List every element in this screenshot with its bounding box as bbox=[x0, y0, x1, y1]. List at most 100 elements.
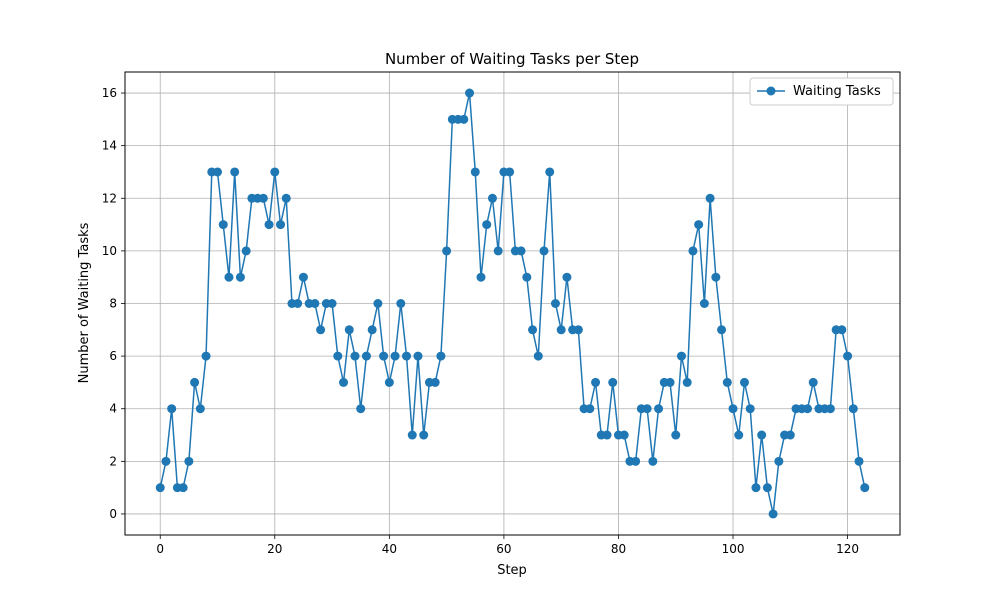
y-tick-label: 6 bbox=[109, 349, 117, 363]
y-tick-label: 14 bbox=[102, 139, 117, 153]
data-point bbox=[505, 167, 515, 177]
y-tick-label: 10 bbox=[102, 244, 117, 258]
data-point bbox=[361, 351, 371, 361]
data-point bbox=[860, 483, 870, 493]
x-tick-label: 100 bbox=[722, 542, 745, 556]
y-tick-label: 4 bbox=[109, 402, 117, 416]
data-point bbox=[837, 325, 847, 335]
data-point bbox=[728, 404, 738, 414]
data-point bbox=[671, 430, 681, 440]
data-point bbox=[276, 220, 286, 230]
data-point bbox=[676, 351, 686, 361]
data-point bbox=[705, 193, 715, 203]
chart-title: Number of Waiting Tasks per Step bbox=[385, 50, 639, 68]
data-point bbox=[281, 193, 291, 203]
data-point bbox=[487, 193, 497, 203]
data-point bbox=[264, 220, 274, 230]
data-point bbox=[344, 325, 354, 335]
data-point bbox=[591, 377, 601, 387]
data-point bbox=[762, 483, 772, 493]
data-point bbox=[757, 430, 767, 440]
data-point bbox=[465, 88, 475, 98]
data-point bbox=[602, 430, 612, 440]
data-point bbox=[167, 404, 177, 414]
x-tick-label: 0 bbox=[156, 542, 164, 556]
data-point bbox=[768, 509, 778, 519]
data-point bbox=[230, 167, 240, 177]
data-point bbox=[556, 325, 566, 335]
data-point bbox=[539, 246, 549, 256]
series-waiting-tasks bbox=[155, 88, 870, 519]
data-point bbox=[241, 246, 251, 256]
series-line bbox=[159, 92, 866, 515]
data-point bbox=[573, 325, 583, 335]
data-point bbox=[442, 246, 452, 256]
data-point bbox=[711, 272, 721, 282]
data-point bbox=[155, 483, 165, 493]
x-tick-label: 40 bbox=[382, 542, 397, 556]
data-point bbox=[654, 404, 664, 414]
data-point bbox=[482, 220, 492, 230]
data-point bbox=[430, 377, 440, 387]
data-point bbox=[739, 377, 749, 387]
data-point bbox=[367, 325, 377, 335]
data-point bbox=[734, 430, 744, 440]
data-point bbox=[550, 299, 560, 308]
x-tick-label: 120 bbox=[836, 542, 859, 556]
data-point bbox=[516, 246, 526, 256]
data-point bbox=[258, 193, 268, 203]
data-point bbox=[218, 220, 228, 230]
data-point bbox=[608, 377, 618, 387]
data-point bbox=[190, 377, 200, 387]
data-point bbox=[390, 351, 400, 361]
data-point bbox=[545, 167, 555, 177]
data-point bbox=[825, 404, 835, 414]
data-point bbox=[682, 377, 692, 387]
data-point bbox=[339, 377, 349, 387]
data-point bbox=[213, 167, 223, 177]
data-point bbox=[270, 167, 280, 177]
data-point bbox=[356, 404, 366, 414]
data-point bbox=[648, 456, 658, 466]
data-point bbox=[843, 351, 853, 361]
data-point bbox=[694, 220, 704, 230]
data-point bbox=[665, 377, 675, 387]
data-point bbox=[316, 325, 326, 335]
x-tick-label: 60 bbox=[496, 542, 511, 556]
data-point bbox=[327, 299, 337, 308]
legend: Waiting Tasks bbox=[749, 77, 894, 106]
data-point bbox=[802, 404, 812, 414]
legend-box bbox=[749, 77, 894, 106]
data-point bbox=[688, 246, 698, 256]
plot-area bbox=[124, 71, 901, 536]
y-tick-label: 12 bbox=[102, 191, 117, 205]
data-point bbox=[476, 272, 486, 282]
data-point bbox=[224, 272, 234, 282]
data-point bbox=[436, 351, 446, 361]
grid bbox=[125, 72, 900, 535]
y-tick-label: 0 bbox=[109, 507, 117, 521]
data-point bbox=[522, 272, 532, 282]
data-point bbox=[396, 299, 406, 308]
data-point bbox=[373, 299, 383, 308]
data-point bbox=[184, 456, 194, 466]
y-tick-label: 16 bbox=[102, 86, 117, 100]
x-tick-label: 20 bbox=[267, 542, 282, 556]
data-point bbox=[808, 377, 818, 387]
data-point bbox=[470, 167, 480, 177]
data-point bbox=[333, 351, 343, 361]
y-axis-label: Number of Waiting Tasks bbox=[77, 222, 92, 383]
data-point bbox=[493, 246, 503, 256]
data-point bbox=[407, 430, 417, 440]
data-point bbox=[585, 404, 595, 414]
data-point bbox=[413, 351, 423, 361]
data-point bbox=[631, 456, 641, 466]
data-point bbox=[722, 377, 732, 387]
data-point bbox=[195, 404, 205, 414]
data-point bbox=[619, 430, 629, 440]
data-point bbox=[161, 456, 171, 466]
data-point bbox=[419, 430, 429, 440]
data-point bbox=[384, 377, 394, 387]
data-point bbox=[848, 404, 858, 414]
